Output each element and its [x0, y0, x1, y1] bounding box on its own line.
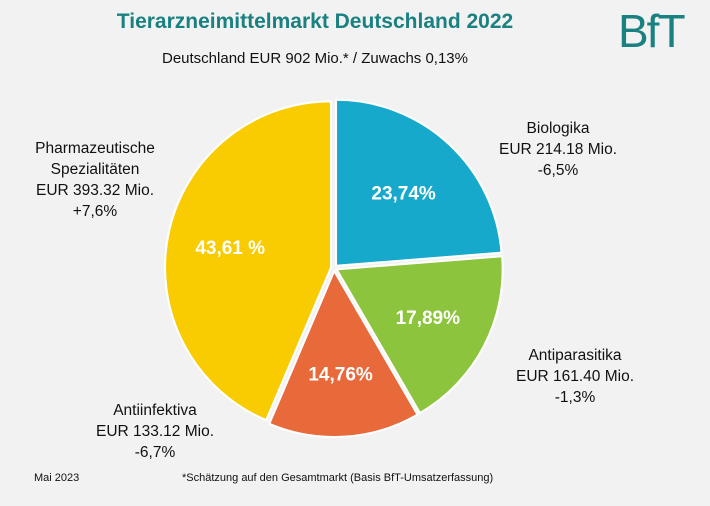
footer-date: Mai 2023: [34, 472, 80, 484]
slice-amount: EUR 161.40 Mio.: [515, 368, 635, 385]
slice-name: Pharmazeutische Spezialitäten: [35, 140, 155, 178]
slice-change: -6,5%: [537, 162, 579, 179]
label-pharmazeutische-spezialitaeten: Pharmazeutische Spezialitäten EUR 393.32…: [20, 138, 170, 222]
footer-note: *Schätzung auf den Gesamtmarkt (Basis Bf…: [182, 472, 494, 484]
slice-amount: EUR 393.32 Mio.: [35, 182, 155, 199]
slice-name: Antiinfektiva: [113, 402, 197, 419]
pie-slice-percent-label: 23,74%: [371, 184, 436, 205]
pie-slice-percent-label: 14,76%: [308, 365, 373, 386]
label-antiinfektiva: Antiinfektiva EUR 133.12 Mio. -6,7%: [80, 400, 230, 463]
bft-logo: BfT: [618, 5, 686, 57]
pie-slice-antiparasitika: [334, 255, 504, 415]
pie-slice-pharmazeutische-spezialit-ten: [164, 100, 333, 422]
slice-change: -1,3%: [554, 389, 596, 406]
slice-name: Antiparasitika: [528, 347, 622, 364]
pie-slice-percent-label: 43,61 %: [195, 238, 265, 259]
slice-name: Biologika: [526, 120, 590, 137]
chart-subtitle: Deutschland EUR 902 Mio.* / Zuwachs 0,13…: [162, 50, 468, 67]
chart-title: Tierarzneimittelmarkt Deutschland 2022: [116, 10, 514, 33]
slice-change: +7,6%: [72, 203, 118, 220]
pie-slice-percent-label: 17,89%: [396, 308, 461, 329]
slice-change: -6,7%: [134, 444, 176, 461]
slice-amount: EUR 214.18 Mio.: [498, 141, 618, 158]
label-biologika: Biologika EUR 214.18 Mio. -6,5%: [488, 118, 628, 181]
slice-amount: EUR 133.12 Mio.: [95, 423, 215, 440]
label-antiparasitika: Antiparasitika EUR 161.40 Mio. -1,3%: [500, 345, 650, 408]
pie-slice-biologika: [335, 98, 503, 267]
pie-slice-antiinfektiva: [268, 268, 419, 438]
